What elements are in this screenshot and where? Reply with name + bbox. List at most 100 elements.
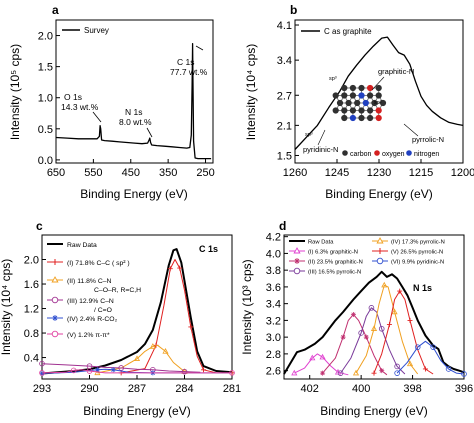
series-iii-marker <box>337 370 344 376</box>
carbon-atom <box>341 107 348 114</box>
series-ii-marker <box>363 334 369 340</box>
carbon-atom <box>379 99 387 107</box>
legend-label: (IV) 17.3% pyrrolic-N <box>391 240 445 246</box>
y-tick-label: 1.5 <box>277 150 292 162</box>
x-tick-label: 293 <box>33 383 51 395</box>
panel-d: d 402 400 398 396 2.6 2.8 3.0 3.2 3.4 3.6 3.8 4.0 4.… <box>240 219 473 418</box>
series-line-iii <box>340 307 406 375</box>
series-iv-marker <box>39 370 45 376</box>
legend-marker <box>376 257 384 265</box>
carbon-atom <box>341 84 348 92</box>
y-tick-label: 3.0 <box>266 332 281 344</box>
annot-c1s-name: C 1s <box>177 57 194 67</box>
series-line-v <box>41 369 232 374</box>
panel-d-letter: d <box>279 219 286 233</box>
panel-b-ylabel: Intensity (10⁴ cps) <box>244 44 258 141</box>
y-tick-label: 3.8 <box>266 265 281 277</box>
panel-c: c 293 290 287 284 281 0.4 0.8 1.2 1.6 2.0 Raw Dat… <box>0 219 241 418</box>
series-ii-marker <box>340 334 346 340</box>
panel-d-title: N 1s <box>413 283 432 293</box>
y-tick-label: 1.6 <box>24 279 39 291</box>
inset-label-pyridinic-n: pyridinic-N <box>303 145 338 154</box>
x-tick-label: 1230 <box>367 167 391 179</box>
panel-c-letter: c <box>36 219 43 233</box>
inset-legend-dot-nitrogen <box>406 150 412 156</box>
panel-c-ticks: 293 290 287 284 281 0.4 0.8 1.2 1.6 2.0 <box>24 255 241 395</box>
legend-label-graphite: C as graphite <box>324 27 372 36</box>
legend-label: (V) 1.2% π-π* <box>67 332 110 339</box>
series-iii-marker <box>39 360 45 367</box>
series-iii-marker <box>358 330 364 336</box>
series-vi-marker <box>414 344 421 350</box>
series-iii-marker <box>181 368 188 375</box>
legend-label: (I) 71.8% C–C ( sp² ) <box>67 260 130 267</box>
legend-label: (II) 11.8% C–N <box>67 278 112 285</box>
series-v-marker <box>397 288 403 294</box>
oxygen-atom <box>375 107 382 114</box>
y-tick-label: 2.0 <box>38 31 53 43</box>
series-ii-marker <box>320 370 326 376</box>
inset-arrow-pyridinic <box>317 129 326 146</box>
series-v-marker <box>386 322 392 328</box>
panel-a-series <box>55 42 212 160</box>
x-tick-label: 650 <box>47 167 65 179</box>
carbon-atom <box>354 99 361 107</box>
y-tick-label: 4.2 <box>266 232 281 244</box>
panel-c-series <box>39 248 235 376</box>
series-iv-marker <box>391 308 398 315</box>
series-i-marker <box>291 369 298 376</box>
panel-d-series <box>283 270 467 377</box>
inset-legend-dot-oxygen <box>374 150 380 156</box>
panel-b: b 1260 1245 1230 1215 1200 1.5 2.1 2.7 3.4 4.1 C … <box>244 3 474 201</box>
legend-marker <box>293 247 301 254</box>
series-i-marker <box>188 324 194 330</box>
carbon-atom <box>367 92 374 99</box>
nitrogen-atom <box>362 99 369 107</box>
inset-legend-dot-carbon <box>342 150 348 156</box>
panel-c-ylabel: Intensity (10⁴ cps) <box>0 259 13 356</box>
y-tick-label: 0.0 <box>38 155 53 167</box>
x-tick-label: 400 <box>352 383 370 395</box>
graphene-model-inset <box>332 84 387 122</box>
legend-label: (III) 12.9% C–N <box>67 298 114 305</box>
x-tick-label: 1245 <box>325 167 349 179</box>
panel-a-letter: a <box>52 3 59 17</box>
panel-c-legend: Raw Data (I) 71.8% C–C ( sp² ) (II) 11.8% … <box>47 242 141 339</box>
x-tick-label: 284 <box>175 383 193 395</box>
legend-marker <box>51 330 59 338</box>
series-iv-marker <box>370 325 378 331</box>
series-v-marker <box>39 370 45 376</box>
series-i-marker <box>319 353 326 360</box>
legend-marker <box>294 258 300 264</box>
x-tick-label: 1260 <box>283 167 307 179</box>
series-ii-marker <box>133 355 141 361</box>
panel-d-legend: Raw Data (IV) 17.3% pyrrolic-N (I) 6.3% gr… <box>289 237 445 276</box>
series-iii-marker <box>118 365 124 371</box>
series-line-v <box>373 290 434 375</box>
series-v-marker <box>229 370 235 376</box>
panel-a-frame <box>55 19 214 164</box>
y-tick-label: 3.2 <box>266 315 281 327</box>
series-iv-marker <box>94 367 100 373</box>
carbon-atom <box>336 99 344 107</box>
legend-label-survey: Survey <box>84 26 109 35</box>
series-line-survey <box>55 42 212 160</box>
y-tick-label: 1.2 <box>24 304 39 316</box>
carbon-atom <box>349 84 356 92</box>
panel-c-title: C 1s <box>199 244 218 254</box>
x-tick-label: 250 <box>196 167 214 179</box>
y-tick-label: 3.4 <box>266 299 281 311</box>
y-tick-label: 4.0 <box>266 248 281 260</box>
series-v-marker <box>371 370 377 376</box>
inset-label-sp3-top: sp³ <box>329 76 337 82</box>
legend-label: (I) 6.3% graphitic-N <box>308 250 358 256</box>
x-tick-label: 402 <box>301 383 319 395</box>
x-tick-label: 1200 <box>451 167 474 179</box>
legend-marker <box>52 315 58 321</box>
series-i-marker <box>309 354 316 361</box>
series-ii-marker <box>350 312 356 318</box>
y-tick-label: 1.5 <box>38 62 53 74</box>
inset-label-graphitic-n: graphitic-N <box>378 67 414 76</box>
series-vi-marker <box>445 366 452 372</box>
